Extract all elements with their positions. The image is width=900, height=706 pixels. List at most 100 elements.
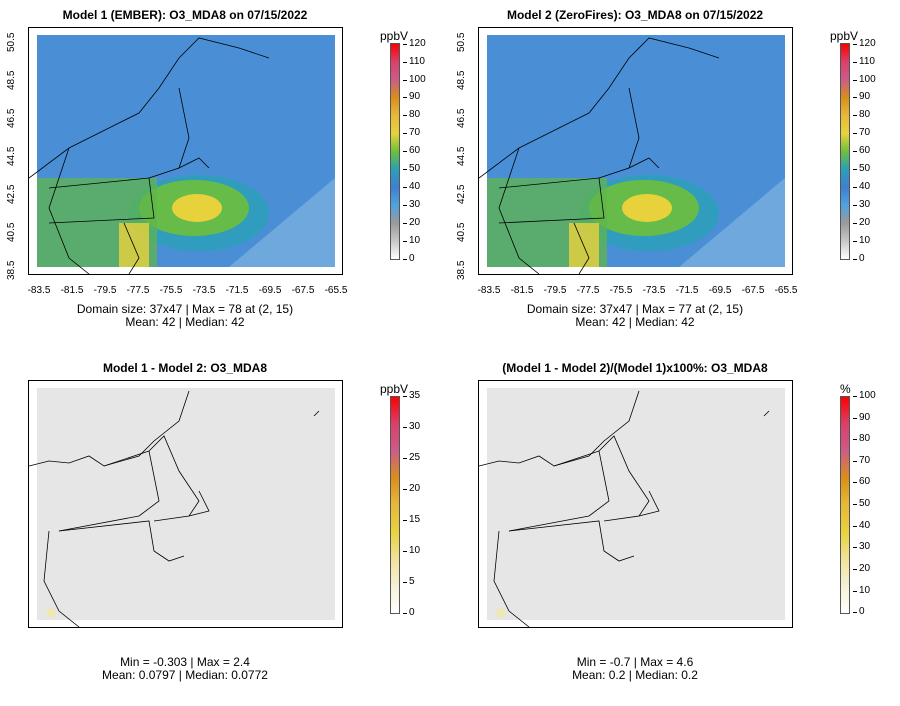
colorbar-tick: 15	[402, 514, 421, 525]
x-tick: -73.5	[642, 285, 666, 296]
colorbar-tick: 0	[403, 607, 415, 618]
colorbar	[840, 396, 850, 614]
colorbar-tick: 20	[852, 217, 871, 228]
y-tick: 40.5	[6, 222, 17, 242]
colorbar-tick: 110	[853, 56, 875, 67]
colorbar-tick: 120	[403, 38, 426, 49]
colorbar	[390, 43, 400, 260]
colorbar-tick: 100	[403, 74, 426, 85]
map-plot-percent-difference	[478, 380, 793, 628]
y-tick: 46.5	[6, 108, 17, 128]
colorbar-tick: 70	[852, 127, 871, 138]
colorbar-tick: 70	[402, 127, 421, 138]
x-tick: -73.5	[192, 285, 216, 296]
colorbar-tick: 20	[852, 563, 871, 574]
map-canvas	[29, 35, 335, 274]
colorbar-tick: 50	[852, 163, 871, 174]
y-tick: 38.5	[6, 260, 17, 280]
y-tick: 44.5	[456, 146, 467, 166]
x-tick: -83.5	[27, 285, 51, 296]
x-tick: -65.5	[774, 285, 798, 296]
stats-line-2: Mean: 42 | Median: 42	[575, 315, 695, 329]
colorbar-tick: 100	[853, 390, 876, 401]
map-canvas	[29, 388, 335, 627]
colorbar-tick: 30	[402, 199, 421, 210]
colorbar-tick: 20	[402, 483, 421, 494]
x-tick: -79.5	[543, 285, 567, 296]
panel-title: Model 1 (EMBER): O3_MDA8 on 07/15/2022	[62, 8, 308, 22]
colorbar-tick: 120	[853, 38, 876, 49]
colorbar-unit: ppbV	[380, 29, 409, 43]
colorbar-unit: ppbV	[830, 29, 859, 43]
colorbar-tick: 40	[852, 520, 871, 531]
panel-title: (Model 1 - Model 2)/(Model 1)x100%: O3_M…	[502, 361, 768, 375]
x-tick: -69.5	[708, 285, 732, 296]
colorbar-tick: 10	[402, 235, 421, 246]
colorbar-tick: 50	[852, 498, 871, 509]
y-tick: 44.5	[6, 146, 17, 166]
colorbar-tick: 30	[852, 541, 871, 552]
panel-title: Model 2 (ZeroFires): O3_MDA8 on 07/15/20…	[506, 8, 764, 22]
colorbar-tick: 30	[402, 421, 421, 432]
map-plot-model2	[478, 27, 793, 275]
y-tick: 46.5	[456, 108, 467, 128]
colorbar-tick: 10	[852, 235, 871, 246]
y-tick: 50.5	[6, 32, 17, 52]
stats-line-2: Mean: 0.0797 | Median: 0.0772	[102, 668, 268, 682]
colorbar-tick: 90	[852, 412, 871, 423]
colorbar-tick: 10	[402, 545, 421, 556]
colorbar-unit: %	[840, 382, 851, 396]
colorbar-tick: 80	[852, 433, 871, 444]
x-tick: -75.5	[609, 285, 633, 296]
x-tick: -67.5	[741, 285, 765, 296]
map-canvas	[479, 35, 785, 274]
colorbar-tick: 0	[853, 253, 865, 264]
stats-block: Min = -0.303 | Max = 2.4 Mean: 0.0797 | …	[28, 656, 342, 682]
colorbar-tick: 90	[852, 91, 871, 102]
colorbar-tick: 30	[852, 199, 871, 210]
stats-line-1: Domain size: 37x47 | Max = 77 at (2, 15)	[526, 302, 744, 316]
stats-line-2: Mean: 42 | Median: 42	[125, 315, 245, 329]
y-tick: 42.5	[6, 184, 17, 204]
x-tick: -71.5	[675, 285, 699, 296]
colorbar	[840, 43, 850, 260]
stats-line-1: Domain size: 37x47 | Max = 78 at (2, 15)	[76, 302, 294, 316]
colorbar-unit: ppbV	[380, 382, 409, 396]
y-tick: 40.5	[456, 222, 467, 242]
stats-block: Min = -0.7 | Max = 4.6 Mean: 0.2 | Media…	[478, 656, 792, 682]
x-tick: -67.5	[291, 285, 315, 296]
map-canvas	[479, 388, 785, 627]
panel-title: Model 1 - Model 2: O3_MDA8	[102, 361, 268, 375]
colorbar-tick: 60	[402, 145, 421, 156]
x-tick: -77.5	[576, 285, 600, 296]
colorbar-tick: 100	[853, 74, 876, 85]
colorbar-tick: 0	[403, 253, 415, 264]
colorbar-tick: 10	[852, 585, 871, 596]
colorbar-tick: 60	[852, 145, 871, 156]
colorbar-tick: 5	[403, 576, 415, 587]
y-tick: 48.5	[6, 70, 17, 90]
stats-block: Domain size: 37x47 | Max = 77 at (2, 15)…	[478, 303, 792, 329]
colorbar-tick: 40	[402, 181, 421, 192]
map-plot-difference	[28, 380, 343, 628]
y-tick: 38.5	[456, 260, 467, 280]
x-tick: -69.5	[258, 285, 282, 296]
colorbar-tick: 20	[402, 217, 421, 228]
stats-line-1: Min = -0.7 | Max = 4.6	[576, 655, 694, 669]
x-tick: -77.5	[126, 285, 150, 296]
colorbar-tick: 80	[852, 109, 871, 120]
x-tick: -81.5	[60, 285, 84, 296]
x-tick: -71.5	[225, 285, 249, 296]
x-tick: -81.5	[510, 285, 534, 296]
colorbar-tick: 110	[403, 56, 425, 67]
colorbar-tick: 35	[402, 390, 421, 401]
colorbar-tick: 50	[402, 163, 421, 174]
colorbar-tick: 25	[402, 452, 421, 463]
y-tick: 50.5	[456, 32, 467, 52]
x-tick: -79.5	[93, 285, 117, 296]
colorbar-tick: 0	[853, 606, 865, 617]
colorbar-tick: 60	[852, 476, 871, 487]
y-tick: 48.5	[456, 70, 467, 90]
x-tick: -75.5	[159, 285, 183, 296]
colorbar-tick: 40	[852, 181, 871, 192]
